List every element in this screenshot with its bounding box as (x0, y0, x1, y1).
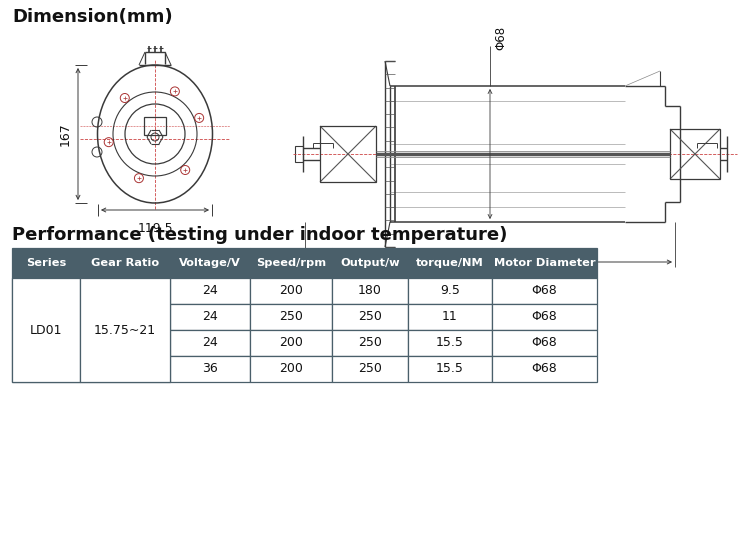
Text: Φ68: Φ68 (532, 285, 557, 298)
Bar (408, 356, 492, 382)
Text: 15.75~21: 15.75~21 (94, 324, 156, 337)
Text: Φ68: Φ68 (494, 26, 507, 50)
Bar (250, 248, 332, 278)
Bar (80, 278, 170, 304)
Bar (492, 330, 597, 356)
Bar (80, 248, 170, 278)
Bar (80, 330, 170, 356)
Text: Series: Series (26, 258, 66, 268)
Text: Φ68: Φ68 (532, 337, 557, 349)
Text: 200: 200 (279, 285, 303, 298)
Text: Performance (testing under indoor temperature): Performance (testing under indoor temper… (12, 226, 507, 244)
Text: Dimension(mm): Dimension(mm) (12, 8, 173, 26)
Bar (492, 304, 597, 330)
Bar (12, 356, 80, 382)
Bar (332, 278, 408, 304)
Text: 180: 180 (358, 285, 382, 298)
Text: 119.5: 119.5 (137, 222, 172, 235)
Text: torque/NM: torque/NM (416, 258, 484, 268)
Bar (12, 278, 80, 382)
Text: 250: 250 (358, 362, 382, 375)
Text: 15.5: 15.5 (436, 362, 464, 375)
Bar (170, 304, 250, 330)
Bar (12, 248, 80, 278)
Text: 200: 200 (279, 362, 303, 375)
Bar (250, 356, 332, 382)
Bar (408, 248, 492, 278)
Text: 250: 250 (358, 337, 382, 349)
Bar (12, 330, 80, 356)
Bar (170, 278, 250, 304)
Bar (408, 278, 492, 304)
Bar (332, 356, 408, 382)
Bar (332, 248, 408, 278)
Bar (320, 126, 376, 182)
Text: 167: 167 (58, 122, 71, 146)
Bar (670, 129, 720, 179)
Bar (250, 330, 332, 356)
Text: 250: 250 (279, 311, 303, 324)
Bar (332, 330, 408, 356)
Bar (492, 278, 597, 304)
Bar (492, 248, 597, 278)
Bar (170, 356, 250, 382)
Text: 11: 11 (442, 311, 458, 324)
Text: Φ68: Φ68 (532, 311, 557, 324)
Text: 200: 200 (279, 337, 303, 349)
Bar (408, 330, 492, 356)
Text: Output/w: Output/w (340, 258, 400, 268)
Text: 24: 24 (202, 311, 217, 324)
Bar (170, 248, 250, 278)
Bar (250, 278, 332, 304)
Text: Speed/rpm: Speed/rpm (256, 258, 326, 268)
Bar (408, 304, 492, 330)
Bar (250, 304, 332, 330)
Text: 282.67: 282.67 (468, 274, 512, 287)
Text: Φ68: Φ68 (532, 362, 557, 375)
Text: 250: 250 (358, 311, 382, 324)
Bar (295, 146, 303, 162)
Bar (332, 304, 408, 330)
Text: Voltage/V: Voltage/V (179, 258, 241, 268)
Text: Gear Ratio: Gear Ratio (91, 258, 159, 268)
Text: LD01: LD01 (30, 324, 62, 337)
Text: 24: 24 (202, 285, 217, 298)
Text: 24: 24 (202, 337, 217, 349)
Bar (12, 304, 80, 330)
Bar (170, 330, 250, 356)
Bar (80, 304, 170, 330)
Bar (144, 117, 166, 135)
Bar (80, 278, 170, 382)
Text: 36: 36 (202, 362, 217, 375)
Text: 9.5: 9.5 (440, 285, 460, 298)
Text: Motor Diameter: Motor Diameter (494, 258, 596, 268)
Bar (492, 356, 597, 382)
Bar (12, 278, 80, 304)
Bar (80, 356, 170, 382)
Text: 15.5: 15.5 (436, 337, 464, 349)
